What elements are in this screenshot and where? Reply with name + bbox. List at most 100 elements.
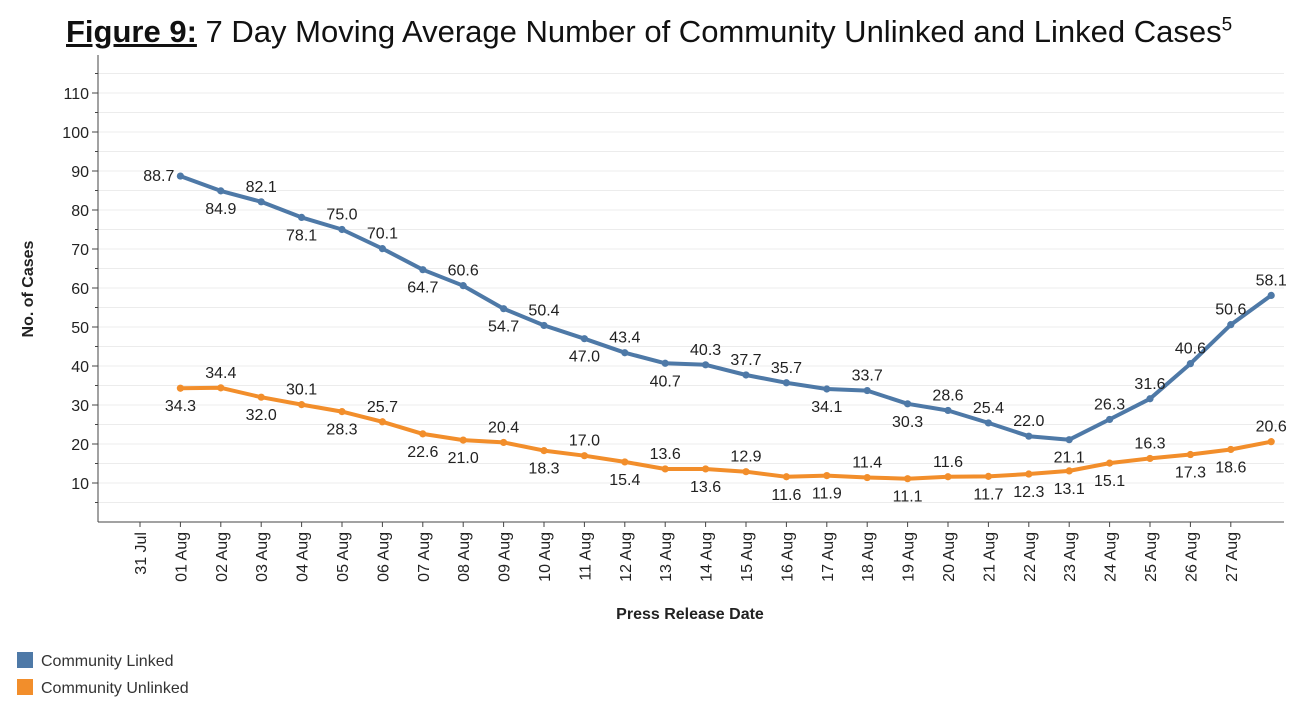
- data-point-linked: [257, 198, 265, 206]
- data-point-linked: [459, 282, 467, 290]
- legend-item-linked: Community Linked: [17, 652, 174, 671]
- y-tick-label: 70: [71, 242, 89, 259]
- x-tick-label: 02 Aug: [214, 532, 231, 582]
- data-point-unlinked: [621, 458, 629, 466]
- data-label-unlinked: 16.3: [1134, 435, 1165, 452]
- x-tick-label: 08 Aug: [456, 532, 473, 582]
- data-label-unlinked: 11.4: [852, 455, 882, 472]
- data-label-unlinked: 17.3: [1175, 465, 1206, 482]
- data-point-linked: [1106, 415, 1114, 424]
- data-point-unlinked: [419, 430, 427, 438]
- data-label-unlinked: 32.0: [246, 407, 277, 424]
- data-label-linked: 50.4: [528, 302, 559, 319]
- y-tick-label: 90: [71, 164, 89, 181]
- data-point-unlinked: [176, 384, 184, 392]
- data-point-linked: [661, 359, 669, 367]
- x-tick-label: 21 Aug: [981, 532, 998, 582]
- data-label-linked: 35.7: [771, 360, 802, 377]
- data-label-linked: 33.7: [852, 368, 883, 385]
- data-label-linked: 58.1: [1256, 272, 1287, 289]
- data-point-linked: [378, 245, 386, 253]
- data-point-unlinked: [1065, 467, 1073, 475]
- data-label-linked: 82.1: [246, 179, 277, 196]
- data-label-linked: 21.1: [1054, 450, 1085, 467]
- data-label-linked: 60.6: [448, 263, 479, 280]
- data-label-unlinked: 20.4: [488, 419, 519, 436]
- data-point-linked: [500, 305, 508, 313]
- data-point-linked: [1146, 395, 1154, 403]
- chart-title: Figure 9: 7 Day Moving Average Number of…: [66, 14, 1306, 50]
- data-point-unlinked: [863, 473, 871, 482]
- data-point-linked: [338, 225, 346, 234]
- data-label-linked: 78.1: [286, 227, 317, 244]
- data-label-linked: 31.6: [1134, 376, 1165, 393]
- data-label-linked: 26.3: [1094, 396, 1125, 413]
- data-label-linked: 75.0: [326, 207, 357, 224]
- y-tick-label: 100: [62, 125, 89, 142]
- y-tick-label: 40: [71, 359, 89, 376]
- axes: 10 20 30 40 50 60 70 80 90 100 110 31 Jul 01 Aug 02 A…: [62, 55, 1284, 582]
- data-point-linked: [742, 371, 750, 379]
- data-label-unlinked: 13.6: [690, 479, 721, 496]
- title-text: 7 Day Moving Average Number of Community…: [205, 14, 1222, 49]
- data-point-unlinked: [298, 401, 306, 409]
- data-point-unlinked: [823, 471, 831, 480]
- data-label-unlinked: 13.6: [650, 446, 681, 463]
- data-label-linked: 43.4: [609, 330, 640, 347]
- x-tick-label: 01 Aug: [173, 532, 190, 582]
- data-label-unlinked: 11.7: [973, 486, 1003, 503]
- data-label-unlinked: 21.0: [448, 450, 479, 467]
- data-point-unlinked: [257, 393, 265, 401]
- x-tick-label: 13 Aug: [658, 532, 675, 582]
- x-axis-label: Press Release Date: [616, 606, 764, 623]
- data-point-unlinked: [1025, 470, 1033, 478]
- figure-number: Figure 9:: [66, 14, 197, 49]
- data-point-linked: [702, 361, 710, 369]
- x-tick-label: 14 Aug: [699, 532, 716, 582]
- data-point-unlinked: [580, 452, 589, 460]
- data-point-linked: [944, 406, 952, 415]
- x-tick-label: 16 Aug: [779, 532, 796, 582]
- series-line-unlinked: [178, 385, 1274, 481]
- data-label-linked: 70.1: [367, 226, 398, 243]
- data-label-unlinked: 11.6: [933, 454, 963, 471]
- x-tick-label: 19 Aug: [901, 532, 918, 582]
- y-tick-label: 50: [71, 320, 89, 337]
- legend-swatch-linked: [17, 652, 33, 668]
- data-label-unlinked: 12.3: [1013, 484, 1044, 501]
- data-point-unlinked: [1106, 459, 1114, 467]
- data-label-unlinked: 22.6: [407, 444, 438, 461]
- data-point-linked: [904, 400, 912, 408]
- data-label-unlinked: 11.6: [771, 487, 801, 504]
- x-tick-label: 24 Aug: [1103, 532, 1120, 582]
- data-label-linked: 25.4: [973, 400, 1004, 417]
- series-points: [176, 172, 1275, 483]
- data-point-linked: [540, 321, 548, 330]
- data-point-linked: [1025, 432, 1033, 440]
- data-label-unlinked: 25.7: [367, 399, 398, 416]
- gridlines: [98, 73, 1284, 523]
- data-label-unlinked: 11.1: [893, 489, 923, 506]
- legend-swatch-unlinked: [17, 679, 33, 695]
- data-label-linked: 50.6: [1215, 302, 1246, 319]
- data-point-linked: [984, 419, 993, 427]
- data-point-unlinked: [702, 465, 710, 473]
- x-tick-label: 31 Jul: [133, 532, 150, 575]
- data-point-linked: [217, 187, 225, 195]
- data-label-unlinked: 18.3: [528, 461, 559, 478]
- data-point-linked: [1186, 360, 1194, 368]
- legend-label-unlinked: Community Unlinked: [41, 680, 189, 697]
- data-labels: 88.7 84.9 82.1 78.1 75.0 70.1 64.7 60.6 54.7 50.4…: [143, 168, 1287, 506]
- data-point-unlinked: [661, 465, 669, 473]
- x-tick-label: 20 Aug: [941, 532, 958, 582]
- x-tick-label: 15 Aug: [739, 532, 756, 582]
- data-point-unlinked: [782, 473, 791, 481]
- y-tick-label: 80: [71, 203, 89, 220]
- data-point-unlinked: [1186, 450, 1194, 459]
- data-label-unlinked: 15.4: [609, 472, 640, 489]
- data-point-unlinked: [1146, 454, 1154, 463]
- data-point-unlinked: [338, 408, 346, 416]
- y-tick-label: 10: [71, 476, 89, 493]
- x-tick-label: 17 Aug: [820, 532, 837, 582]
- data-label-unlinked: 11.9: [812, 486, 842, 503]
